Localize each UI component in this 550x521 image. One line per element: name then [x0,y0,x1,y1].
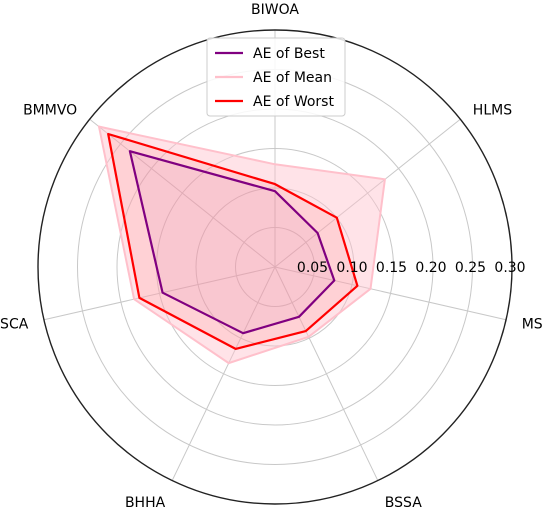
series-layer [97,125,387,365]
radial-tick-label: 0.20 [415,260,446,276]
legend-label: AE of Mean [253,70,332,86]
radial-tick-label: 0.10 [336,260,367,276]
category-label: BMMVO [23,102,77,118]
spoke-line [274,266,507,321]
legend-label: AE of Worst [253,94,334,110]
legend: AE of Best AE of Mean AE of Worst [206,37,346,117]
category-label: HLMS [473,102,512,118]
radial-tick-label: 0.15 [376,260,407,276]
category-label: BHHA [125,495,166,511]
radial-tick-label: 0.25 [455,260,486,276]
spoke-line [43,266,276,321]
series-fill-3 [108,134,358,349]
series-line-1 [128,150,336,335]
legend-label: AE of Best [253,46,325,62]
spoke-line [89,118,276,268]
series-line-3 [107,132,359,350]
label-layer: 0.05 0.10 0.15 0.20 0.25 0.30 BIWOA HLMS MS BSSA B… [0,2,543,511]
radial-tick-label: 0.30 [494,260,525,276]
category-label: MS [522,316,543,332]
spoke-line [274,266,379,481]
category-label: BIWOA [251,2,299,18]
radial-tick-label: 0.05 [297,260,328,276]
series-area-2 [97,125,387,365]
category-label: BSCA [0,316,29,332]
outer-circle [37,29,513,505]
spoke-line [274,118,461,268]
spoke-line [171,266,276,481]
series-fill-1 [129,151,335,334]
legend-box [206,37,346,117]
category-label: BSSA [385,495,422,511]
